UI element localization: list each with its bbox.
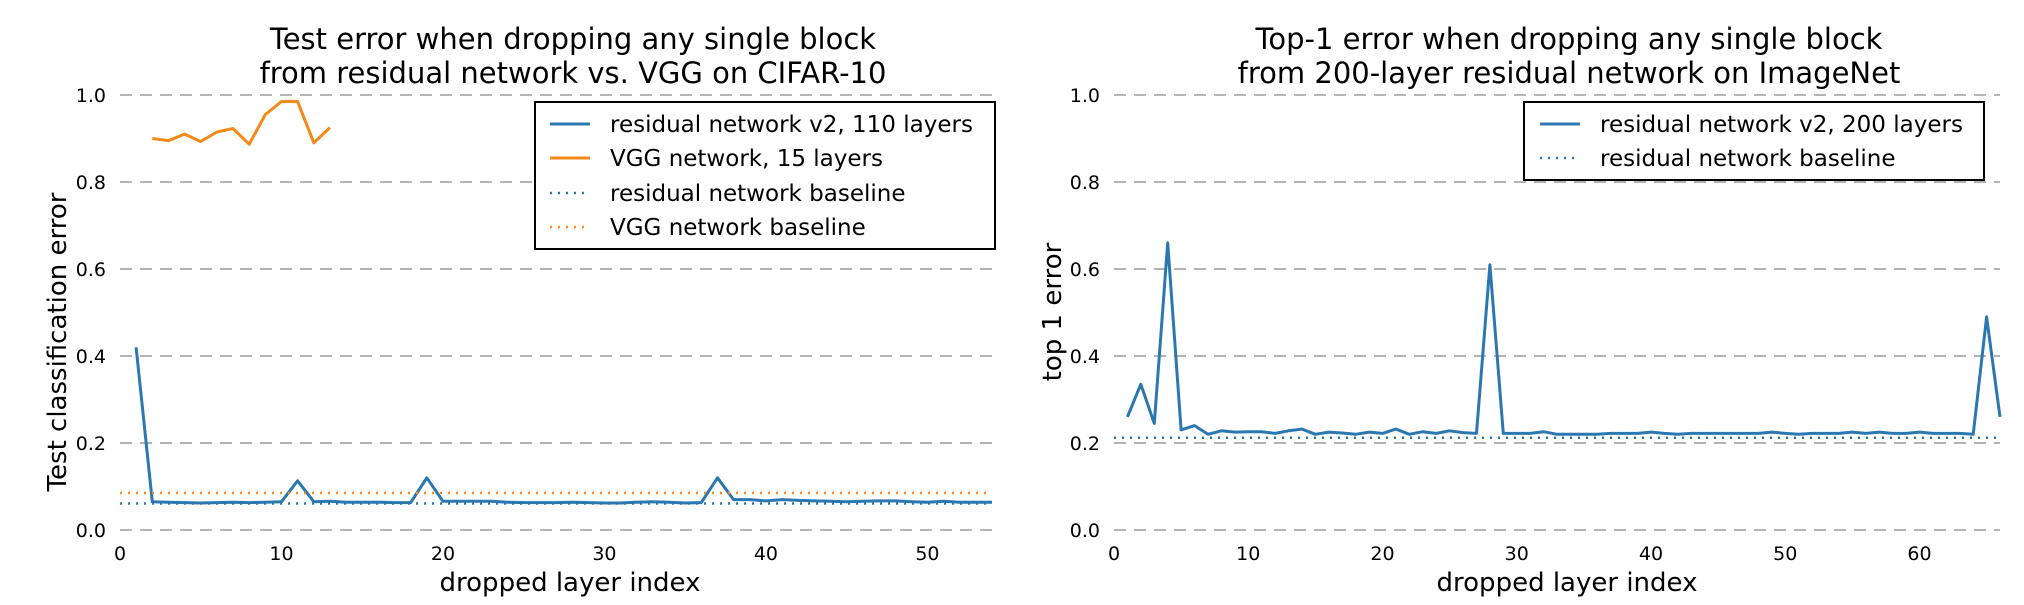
chart-right-svg: Top-1 error when dropping any single blo… <box>1038 22 2002 598</box>
x-axis-label: dropped layer index <box>1437 568 1698 598</box>
y-tick-label: 0.0 <box>76 520 106 542</box>
x-tick-label: 50 <box>1773 543 1797 565</box>
chart-title-line2: from residual network vs. VGG on CIFAR-1… <box>260 56 887 90</box>
legend-label-residual-baseline: residual network baseline <box>1600 146 1896 172</box>
series-vgg-network-15-layers <box>152 100 331 146</box>
x-axis-label: dropped layer index <box>440 568 701 598</box>
x-tick-label: 20 <box>1370 543 1394 565</box>
chart-panel-right: Top-1 error when dropping any single blo… <box>1000 0 2024 605</box>
legend-label-vgg: VGG network, 15 layers <box>610 146 883 172</box>
series-lines <box>120 100 992 505</box>
y-tick-label: 1.0 <box>76 85 106 107</box>
y-tick-label: 0.4 <box>1070 346 1100 368</box>
legend: residual network v2, 200 layers residual… <box>1523 101 1985 181</box>
x-tick-label: 40 <box>754 543 778 565</box>
y-tick-label: 0.8 <box>1070 172 1100 194</box>
tick-labels: 0.0 0.2 0.4 0.6 0.8 1.0 0 10 20 30 40 50 60 <box>1070 85 1932 565</box>
tick-labels: 0.0 0.2 0.4 0.6 0.8 1.0 0 10 20 30 40 50 <box>76 85 940 565</box>
y-axis-label: Test classification error <box>43 192 73 492</box>
y-tick-label: 1.0 <box>1070 85 1100 107</box>
series-residual-network-v2-200-layers <box>1126 241 2002 436</box>
chart-panel-left: Test error when dropping any single bloc… <box>0 0 1000 605</box>
y-tick-label: 0.6 <box>76 259 106 281</box>
y-tick-label: 0.2 <box>76 433 106 455</box>
x-tick-label: 40 <box>1639 543 1663 565</box>
x-tick-label: 60 <box>1907 543 1931 565</box>
legend-label-residual: residual network v2, 200 layers <box>1600 112 1963 138</box>
x-tick-label: 0 <box>1108 543 1120 565</box>
y-tick-label: 0.8 <box>76 172 106 194</box>
legend-label-residual: residual network v2, 110 layers <box>610 112 973 138</box>
x-tick-label: 30 <box>592 543 616 565</box>
x-tick-label: 20 <box>431 543 455 565</box>
series-residual-network-v2-110-layers <box>134 347 992 505</box>
grid-lines <box>1114 94 2000 531</box>
chart-title-line1: Top-1 error when dropping any single blo… <box>1255 22 1883 56</box>
legend-box <box>1523 101 1985 181</box>
y-tick-label: 0.2 <box>1070 433 1100 455</box>
legend-box <box>534 101 996 250</box>
y-tick-label: 0.6 <box>1070 259 1100 281</box>
chart-title-line1: Test error when dropping any single bloc… <box>269 22 876 56</box>
x-tick-label: 10 <box>1236 543 1260 565</box>
x-tick-label: 50 <box>915 543 939 565</box>
y-tick-label: 0.4 <box>76 346 106 368</box>
x-tick-label: 0 <box>114 543 126 565</box>
series-lines <box>1114 241 2002 440</box>
x-tick-label: 30 <box>1505 543 1529 565</box>
legend: residual network v2, 110 layers VGG netw… <box>534 101 996 250</box>
y-tick-label: 0.0 <box>1070 520 1100 542</box>
legend-label-residual-baseline: residual network baseline <box>610 181 906 207</box>
x-tick-label: 10 <box>269 543 293 565</box>
chart-title-line2: from 200-layer residual network on Image… <box>1238 56 1901 90</box>
legend-label-vgg-baseline: VGG network baseline <box>610 215 866 241</box>
chart-left-svg: Test error when dropping any single bloc… <box>43 22 996 598</box>
y-axis-label: top 1 error <box>1038 242 1068 381</box>
